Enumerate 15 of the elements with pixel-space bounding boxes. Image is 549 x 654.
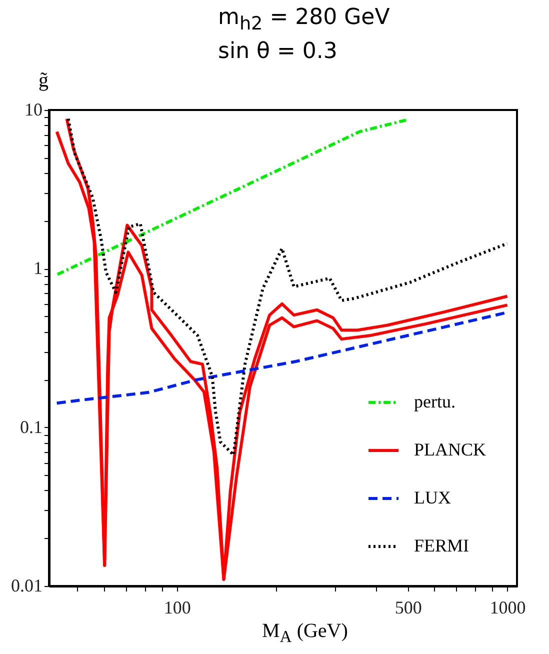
y-tick-label: 0.01 — [11, 576, 42, 596]
x-axis-title: M$_{A}$ (GeV) — [262, 620, 348, 647]
y-tick-label: 10 — [24, 100, 42, 120]
legend-label: FERMI — [414, 536, 470, 556]
x-tick-label: 500 — [394, 598, 422, 618]
chart-title: m$_{h2}$ = 280 GeV — [218, 4, 390, 36]
x-tick-label: 1000 — [490, 598, 526, 618]
legend-label: PLANCK — [414, 440, 486, 460]
y-tick-label: 0.1 — [20, 416, 42, 437]
y-axis-title: g̃ — [38, 70, 48, 92]
legend-label: pertu. — [414, 392, 456, 412]
chart-subtitle: sin θ = 0.3 — [218, 38, 338, 66]
legend-label: LUX — [414, 488, 451, 508]
x-tick-label: 100 — [164, 598, 191, 618]
y-tick-label: 1 — [34, 258, 42, 278]
